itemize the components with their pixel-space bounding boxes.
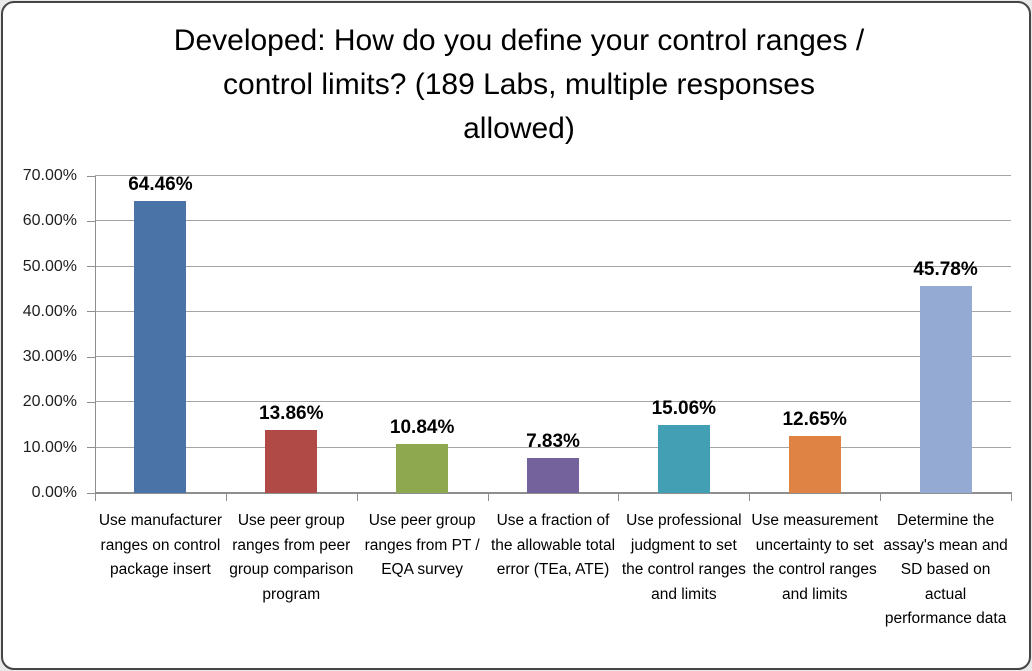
y-axis-tick-label: 20.00% xyxy=(22,393,77,411)
gridline xyxy=(95,356,1011,358)
bar-7 xyxy=(919,285,972,493)
gridline xyxy=(95,446,1011,448)
bar-4 xyxy=(527,457,579,493)
bar-3 xyxy=(396,443,449,493)
plot-area: 64.46% 13.86% 10.84% 7.83% 15.06% 12.65% 45.78… xyxy=(95,174,1011,493)
x-axis-category-label: Use peer group ranges from peer group co… xyxy=(229,512,354,603)
bar-6 xyxy=(788,435,841,493)
x-axis-tick xyxy=(487,494,489,501)
bar-data-label: 12.65% xyxy=(782,408,847,430)
bar-data-label: 45.78% xyxy=(913,258,978,280)
bar-data-label: 15.06% xyxy=(651,397,717,419)
y-axis-tick-label: 0.00% xyxy=(31,484,77,501)
y-axis-tick xyxy=(87,401,95,403)
bar-5 xyxy=(657,424,710,493)
x-axis-tick xyxy=(356,494,358,501)
y-axis-tick xyxy=(87,447,95,449)
x-axis-tick xyxy=(95,494,96,501)
y-axis-tick-label: 30.00% xyxy=(22,348,77,366)
x-axis-tick xyxy=(225,494,227,501)
x-axis-category-label: Use manufacturer ranges on control packa… xyxy=(98,512,223,578)
bar-data-label: 7.83% xyxy=(526,430,580,452)
x-axis-tick xyxy=(1011,494,1012,501)
y-axis-tick xyxy=(87,175,95,177)
y-axis-tick xyxy=(87,492,95,494)
x-axis-tick xyxy=(618,494,620,501)
bar-data-label: 10.84% xyxy=(389,416,455,438)
y-axis-tick-label: 10.00% xyxy=(22,438,77,456)
x-axis-category-label: Use a fraction of the allowable total er… xyxy=(490,512,616,578)
bar-1 xyxy=(134,201,187,493)
y-axis-tick xyxy=(87,220,95,222)
y-axis-tick xyxy=(87,311,95,313)
gridline xyxy=(95,265,1011,267)
y-axis-tick-label: 50.00% xyxy=(22,257,77,275)
y-axis-tick xyxy=(87,356,95,358)
x-axis-category-label: Determine the assay's mean and SD based … xyxy=(883,512,1008,627)
y-axis-line xyxy=(95,176,96,493)
x-axis-category-label: Use professional judgment to set the con… xyxy=(621,512,746,603)
x-axis-line xyxy=(95,492,1012,494)
bar-data-label: 64.46% xyxy=(128,174,193,196)
x-axis-tick xyxy=(880,494,882,501)
y-axis-tick-label: 70.00% xyxy=(22,167,77,184)
y-axis-tick-label: 60.00% xyxy=(22,212,77,230)
bar-2 xyxy=(265,430,318,493)
x-axis-labels: Use manufacturer ranges on control packa… xyxy=(95,509,1011,632)
y-axis-tick xyxy=(87,266,95,268)
gridline xyxy=(95,220,1011,222)
x-axis-category-label: Use peer group ranges from PT / EQA surv… xyxy=(364,512,480,578)
gridline xyxy=(95,401,1011,403)
x-axis-tick xyxy=(749,494,751,501)
y-axis-tick-label: 40.00% xyxy=(22,302,77,320)
gridline xyxy=(95,175,1011,176)
bar-data-label: 13.86% xyxy=(259,403,324,425)
x-axis-category-label: Use measurement uncertainty to set the c… xyxy=(751,512,879,603)
chart-title: Developed: How do you define your contro… xyxy=(173,24,865,145)
gridline xyxy=(95,310,1011,312)
